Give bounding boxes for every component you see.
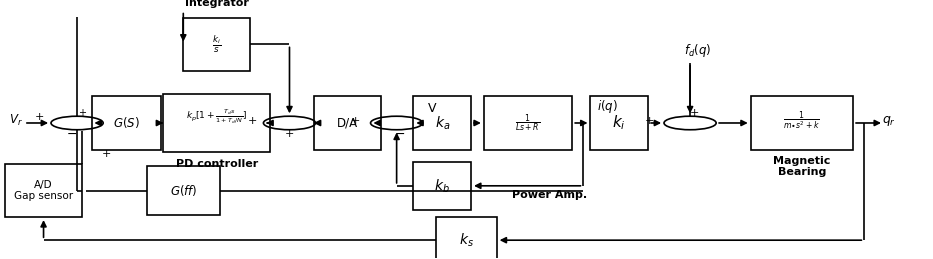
Text: Magnetic
Bearing: Magnetic Bearing xyxy=(773,156,830,177)
FancyBboxPatch shape xyxy=(437,217,496,259)
Text: +: + xyxy=(247,116,257,126)
Text: $V_r$: $V_r$ xyxy=(8,113,22,128)
Text: +: + xyxy=(285,129,294,139)
Text: +: + xyxy=(645,116,654,126)
Text: D/A: D/A xyxy=(337,117,358,130)
FancyBboxPatch shape xyxy=(163,94,271,152)
Text: +: + xyxy=(103,149,112,159)
Text: Power Amp.: Power Amp. xyxy=(512,190,587,200)
Text: $f_d(q)$: $f_d(q)$ xyxy=(684,42,711,59)
FancyBboxPatch shape xyxy=(6,164,82,217)
Text: +: + xyxy=(77,107,86,118)
Text: $G(ff)$: $G(ff)$ xyxy=(170,183,197,198)
FancyBboxPatch shape xyxy=(147,167,219,215)
Text: $k_a$: $k_a$ xyxy=(435,114,450,132)
Text: $k_p[1+\frac{T_d s}{1+T_d/N}]$: $k_p[1+\frac{T_d s}{1+T_d/N}]$ xyxy=(187,107,247,126)
Text: $\frac{1}{Ls + R}$: $\frac{1}{Ls + R}$ xyxy=(515,112,540,134)
Text: +: + xyxy=(351,116,360,126)
Text: Integrator: Integrator xyxy=(185,0,249,8)
FancyBboxPatch shape xyxy=(413,162,471,210)
FancyBboxPatch shape xyxy=(413,96,471,149)
Text: +: + xyxy=(35,112,45,122)
Text: $G(S)$: $G(S)$ xyxy=(113,116,140,131)
Text: V: V xyxy=(427,102,437,115)
Text: −: − xyxy=(66,128,77,141)
FancyBboxPatch shape xyxy=(751,96,853,149)
Text: +: + xyxy=(690,107,700,118)
Text: A/D
Gap sensor: A/D Gap sensor xyxy=(14,180,73,202)
Text: $k_i$: $k_i$ xyxy=(612,114,626,132)
Text: $\frac{1}{m{\bullet}s^2+k}$: $\frac{1}{m{\bullet}s^2+k}$ xyxy=(784,109,820,132)
FancyBboxPatch shape xyxy=(313,96,381,149)
FancyBboxPatch shape xyxy=(91,96,161,149)
Text: $i(q)$: $i(q)$ xyxy=(597,98,618,114)
FancyBboxPatch shape xyxy=(591,96,648,149)
Text: −: − xyxy=(395,128,406,141)
Text: $k_s$: $k_s$ xyxy=(459,232,474,249)
Text: PD controller: PD controller xyxy=(175,159,258,169)
FancyBboxPatch shape xyxy=(483,96,572,149)
Text: $q_r$: $q_r$ xyxy=(882,113,896,128)
FancyBboxPatch shape xyxy=(183,18,250,71)
Text: $\frac{k_i}{s}$: $\frac{k_i}{s}$ xyxy=(213,34,221,55)
Text: $k_b$: $k_b$ xyxy=(435,177,450,195)
